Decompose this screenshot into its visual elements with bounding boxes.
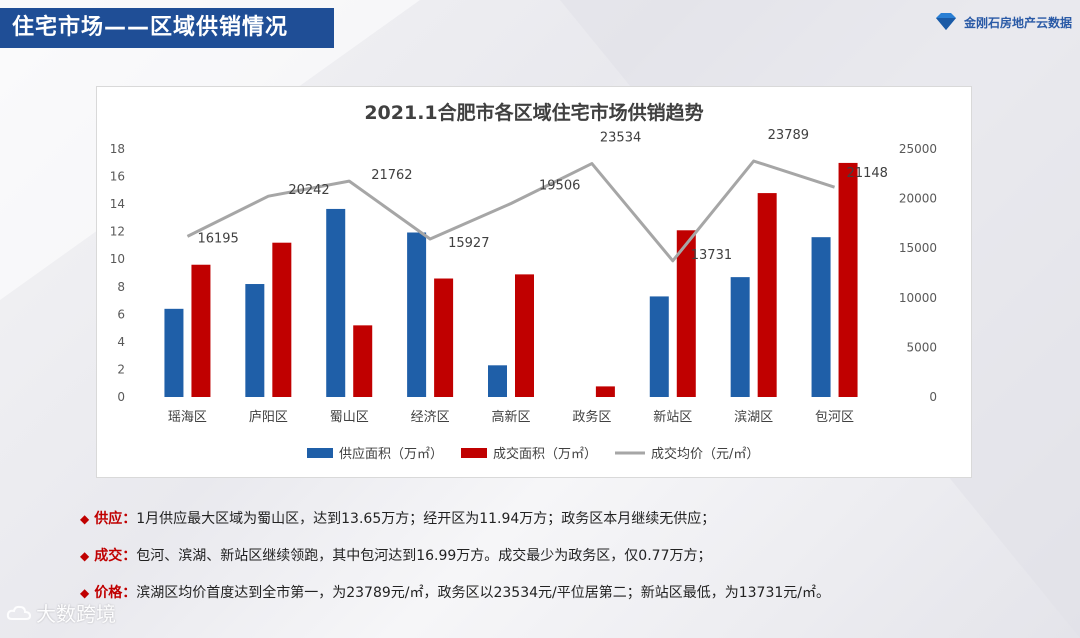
price-line <box>186 159 836 263</box>
y-right-tick-label: 20000 <box>899 192 937 206</box>
y-left-tick-label: 14 <box>110 197 125 211</box>
y-left-tick-label: 8 <box>117 280 125 294</box>
note-label: 供应： <box>94 511 137 527</box>
price-data-label: 21148 <box>847 166 888 181</box>
x-tick-label: 庐阳区 <box>249 410 288 425</box>
legend-price-label: 成交均价（元/㎡） <box>651 446 759 462</box>
x-tick-label: 经济区 <box>411 410 450 425</box>
y-right-tick-label: 5000 <box>906 340 937 354</box>
supply-bar <box>730 277 750 397</box>
y-left-tick-label: 2 <box>117 362 125 376</box>
x-tick-label: 包河区 <box>815 410 854 425</box>
price-data-label: 16195 <box>197 231 238 246</box>
chart-panel: 2021.1合肥市各区域住宅市场供销趋势 0 2 4 6 8 10 12 14 16 18 0 5000… <box>96 86 972 478</box>
deal-bar <box>515 274 534 397</box>
supply-bar <box>811 237 831 397</box>
y-left-tick-label: 12 <box>110 225 125 239</box>
watermark: 大数跨境 <box>6 598 116 627</box>
note-supply: ◆ 供应：1月供应最大区域为蜀山区，达到13.65万方；经开区为11.94万方；政… <box>80 506 1060 543</box>
x-tick-label: 瑶海区 <box>168 410 207 425</box>
diamond-bullet-icon: ◆ <box>80 586 90 600</box>
note-label: 成交： <box>94 548 137 564</box>
note-text: 包河、滨湖、新站区继续领跑，其中包河达到16.99万方。成交最少为政务区，仅0.… <box>136 548 712 564</box>
deal-bar <box>191 264 211 397</box>
x-tick-label: 政务区 <box>572 409 611 425</box>
supply-bar <box>164 308 184 397</box>
price-data-label: 19506 <box>539 179 580 194</box>
deal-bar <box>757 193 777 397</box>
watermark-text: 大数跨境 <box>36 602 116 626</box>
logo-text: 金刚石房地产云数据 <box>963 15 1072 30</box>
y-right-tick-label: 15000 <box>899 241 937 255</box>
y-left-tick-label: 18 <box>110 142 125 156</box>
diamond-bullet-icon: ◆ <box>80 512 90 526</box>
price-data-label: 20242 <box>288 183 329 198</box>
note-deal: ◆ 成交：包河、滨湖、新站区继续领跑，其中包河达到16.99万方。成交最少为政务区… <box>80 543 1060 580</box>
note-price: ◆ 价格：滨湖区均价首度达到全市第一，为23789元/㎡，政务区以23534元/平… <box>80 580 1060 617</box>
legend-deal-label: 成交面积（万㎡） <box>493 446 597 462</box>
y-left-tick-label: 16 <box>110 170 125 184</box>
legend-supply-label: 供应面积（万㎡） <box>339 446 443 462</box>
legend-deal-swatch <box>461 448 487 458</box>
deal-bar <box>838 162 858 397</box>
diamond-logo-icon <box>935 13 956 30</box>
combo-chart: 2021.1合肥市各区域住宅市场供销趋势 0 2 4 6 8 10 12 14 16 18 0 5000… <box>110 101 937 462</box>
supply-bar <box>407 232 427 397</box>
price-data-label: 13731 <box>691 248 732 263</box>
y-left-tick-label: 4 <box>117 335 125 349</box>
supply-bar <box>245 284 265 397</box>
notes-list: ◆ 供应：1月供应最大区域为蜀山区，达到13.65万方；经开区为11.94万方；政… <box>80 506 1060 617</box>
y-right-tick-label: 0 <box>929 390 937 404</box>
x-tick-label: 滨湖区 <box>734 409 773 425</box>
deal-bar <box>595 386 615 397</box>
price-data-label: 23789 <box>768 128 809 143</box>
price-data-label: 21762 <box>371 168 412 183</box>
deal-bar <box>353 325 373 397</box>
chart-title: 2021.1合肥市各区域住宅市场供销趋势 <box>364 101 703 124</box>
price-data-label: 15927 <box>448 236 489 251</box>
deal-bar <box>272 242 292 397</box>
cloud-icon <box>6 605 32 620</box>
note-text: 滨湖区均价首度达到全市第一，为23789元/㎡，政务区以23534元/平位居第二… <box>136 585 830 601</box>
y-left-tick-label: 10 <box>110 252 125 266</box>
x-tick-label: 新站区 <box>653 409 692 425</box>
page-title: 住宅市场——区域供销情况 <box>0 8 334 48</box>
y-right-tick-label: 25000 <box>899 142 937 156</box>
price-data-label: 23534 <box>600 131 641 146</box>
y-left-tick-label: 0 <box>117 390 125 404</box>
y-left-tick-label: 6 <box>117 307 125 321</box>
note-label: 价格： <box>94 585 137 601</box>
x-tick-label: 高新区 <box>491 409 530 425</box>
deal-bar <box>434 278 454 397</box>
diamond-bullet-icon: ◆ <box>80 549 90 563</box>
deal-bar <box>676 230 696 397</box>
brand-logo: 金刚石房地产云数据 <box>934 12 1072 32</box>
supply-bar <box>326 208 346 397</box>
x-tick-label: 蜀山区 <box>330 410 369 425</box>
supply-bar <box>488 365 507 397</box>
y-right-tick-label: 10000 <box>899 291 937 305</box>
supply-bar <box>649 296 669 397</box>
legend-supply-swatch <box>307 448 333 458</box>
note-text: 1月供应最大区域为蜀山区，达到13.65万方；经开区为11.94万方；政务区本月… <box>136 511 716 527</box>
